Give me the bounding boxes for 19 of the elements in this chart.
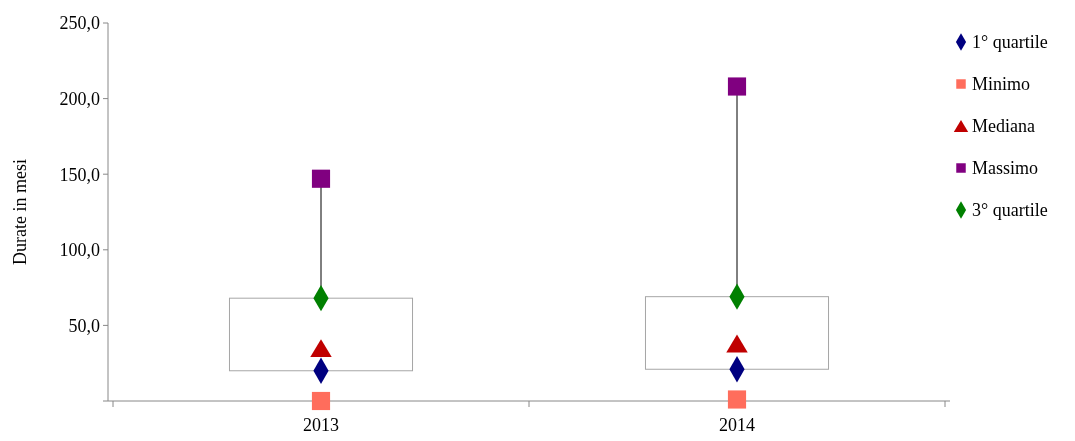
point (310, 339, 332, 358)
y-tick-label: 100,0 (59, 240, 100, 261)
x-tick-label: 2014 (719, 415, 755, 435)
point (311, 169, 331, 188)
legend-label: 1° quartile (972, 32, 1048, 53)
point (311, 391, 331, 411)
legend-label: Mediana (972, 116, 1035, 137)
legend-label: Minimo (972, 74, 1031, 95)
legend-label: Massimo (972, 158, 1039, 179)
point (727, 390, 747, 409)
x-tick-label: 2013 (303, 415, 339, 435)
y-tick-label: 250,0 (59, 13, 100, 34)
y-axis-title: Durate in mesi (10, 159, 30, 265)
legend-label: 3° quartile (972, 200, 1048, 221)
y-tick-label: 50,0 (68, 315, 100, 336)
y-tick-label: 150,0 (59, 164, 100, 185)
point (726, 334, 748, 353)
y-tick-label: 200,0 (59, 88, 100, 109)
point (727, 77, 747, 96)
